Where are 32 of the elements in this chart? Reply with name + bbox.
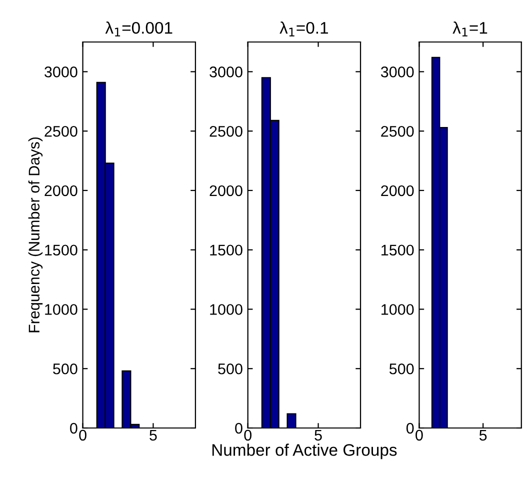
y-tick-label: 1500 xyxy=(382,244,414,256)
x-tick-label: 5 xyxy=(479,430,487,441)
x-tick-label: 0 xyxy=(79,430,86,441)
x-tick-label: 5 xyxy=(150,430,157,441)
y-tick-label: 3000 xyxy=(210,66,242,78)
y-tick-label: 500 xyxy=(53,363,78,374)
y-tick-label: 2000 xyxy=(44,185,78,196)
y-tick-label: 0 xyxy=(406,422,414,434)
y-tick-label: 2500 xyxy=(381,126,414,137)
y-tick-label: 0 xyxy=(235,422,242,434)
chart-title: λ$_{1}$=0.001 xyxy=(105,22,172,36)
y-tick-label: 1000 xyxy=(382,304,414,315)
x-tick-label: 5 xyxy=(314,430,322,441)
y-tick-label: 2500 xyxy=(44,126,78,137)
chart-title: λ$_{1}$=0.1 xyxy=(280,22,328,36)
x-tick-label: 0 xyxy=(244,430,252,441)
y-axis-title: Frequency (Number of Days) xyxy=(28,137,43,332)
y-tick-label: 3000 xyxy=(44,66,78,78)
y-tick-label: 1000 xyxy=(210,304,242,315)
y-tick-label: 3000 xyxy=(380,66,414,78)
x-axis-title: Number of Active Groups xyxy=(212,444,397,460)
y-tick-label: 1500 xyxy=(210,244,242,256)
y-tick-label: 1500 xyxy=(45,244,78,256)
x-tick-label: 0 xyxy=(416,430,423,441)
y-tick-label: 2500 xyxy=(210,126,242,137)
y-tick-label: 500 xyxy=(389,363,414,374)
y-tick-label: 500 xyxy=(218,363,242,374)
chart-title: λ$_{1}$=1 xyxy=(452,22,488,36)
y-tick-label: 0 xyxy=(70,422,78,434)
y-tick-label: 2000 xyxy=(210,185,242,196)
y-tick-label: 2000 xyxy=(381,185,414,196)
y-tick-label: 1000 xyxy=(45,304,78,315)
